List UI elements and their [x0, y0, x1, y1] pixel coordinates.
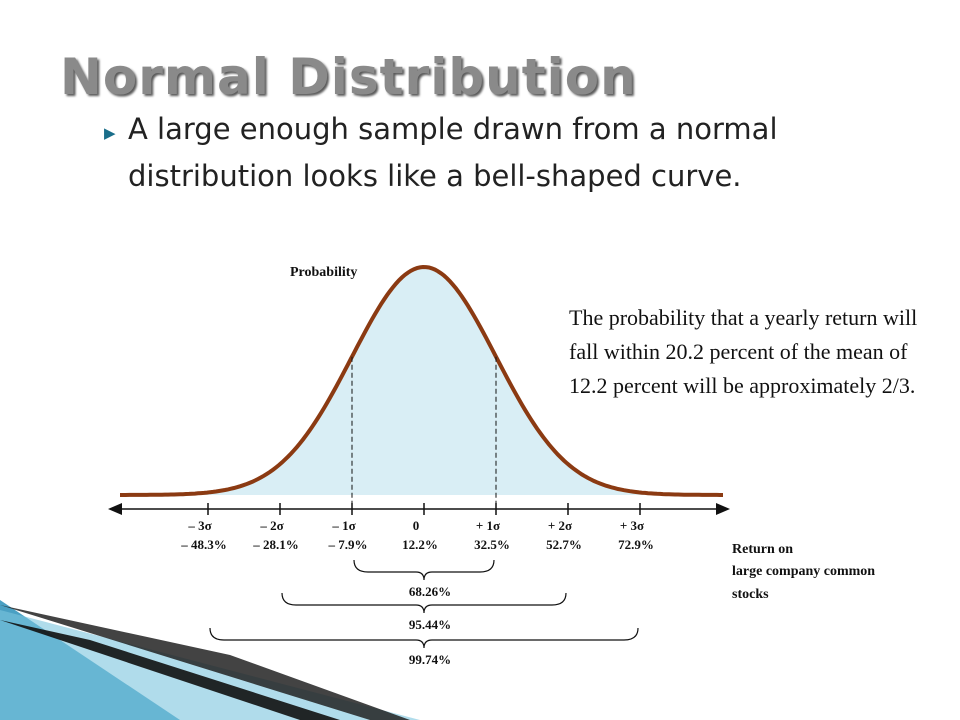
normal-curve-line [120, 264, 723, 497]
tick-label-sigma: – 2σ [259, 518, 283, 533]
probability-note: The probability that a yearly return wil… [569, 305, 918, 398]
range-percentage-label: 68.26% [409, 584, 451, 599]
tick-group: – 3σ – 48.3% – 2σ – 28.1% – 1σ – 7.9% 0 12.2% + … [180, 503, 654, 552]
tick-label-sigma: – 3σ [187, 518, 211, 533]
axis-group [108, 503, 730, 515]
tick-label-value: – 28.1% [252, 537, 299, 552]
bullet-text: A large enough sample drawn from a norma… [128, 112, 778, 193]
tick-label-sigma: – 1σ [331, 518, 355, 533]
range-brace [353, 559, 495, 581]
tick-label-value: – 48.3% [180, 537, 227, 552]
x-axis-label-line-3: stocks [732, 587, 769, 602]
tick-label-value: 72.9% [618, 537, 654, 552]
x-axis-label-line-1: Return on [732, 542, 793, 557]
triangle-right-icon: ▶ [104, 124, 116, 142]
tick-label-value: 32.5% [474, 537, 510, 552]
x-axis-left-arrow [108, 503, 122, 515]
tick-label-value: 12.2% [402, 537, 438, 552]
tick-label-sigma: 0 [413, 518, 420, 533]
x-axis-right-arrow [716, 503, 730, 515]
tick-label-sigma: + 2σ [548, 518, 572, 533]
tick-label-sigma: + 3σ [620, 518, 644, 533]
x-axis-label-line-2: large company common [732, 564, 875, 579]
curve-area-fill [120, 267, 724, 495]
range-brace [281, 592, 567, 614]
tick-label-sigma: + 1σ [476, 518, 500, 533]
decorative-swoosh [0, 600, 420, 720]
y-axis-label: Probability [290, 265, 357, 280]
curve-group [120, 264, 724, 507]
range-percentage-label: 99.74% [409, 652, 451, 667]
tick-label-value: – 7.9% [328, 537, 368, 552]
tick-label-value: 52.7% [546, 537, 582, 552]
slide-title: Normal Distribution [60, 48, 637, 106]
range-brace [209, 627, 639, 649]
brace-group: 68.26% 95.44% 99.74% [209, 559, 639, 667]
range-percentage-label: 95.44% [409, 617, 451, 632]
